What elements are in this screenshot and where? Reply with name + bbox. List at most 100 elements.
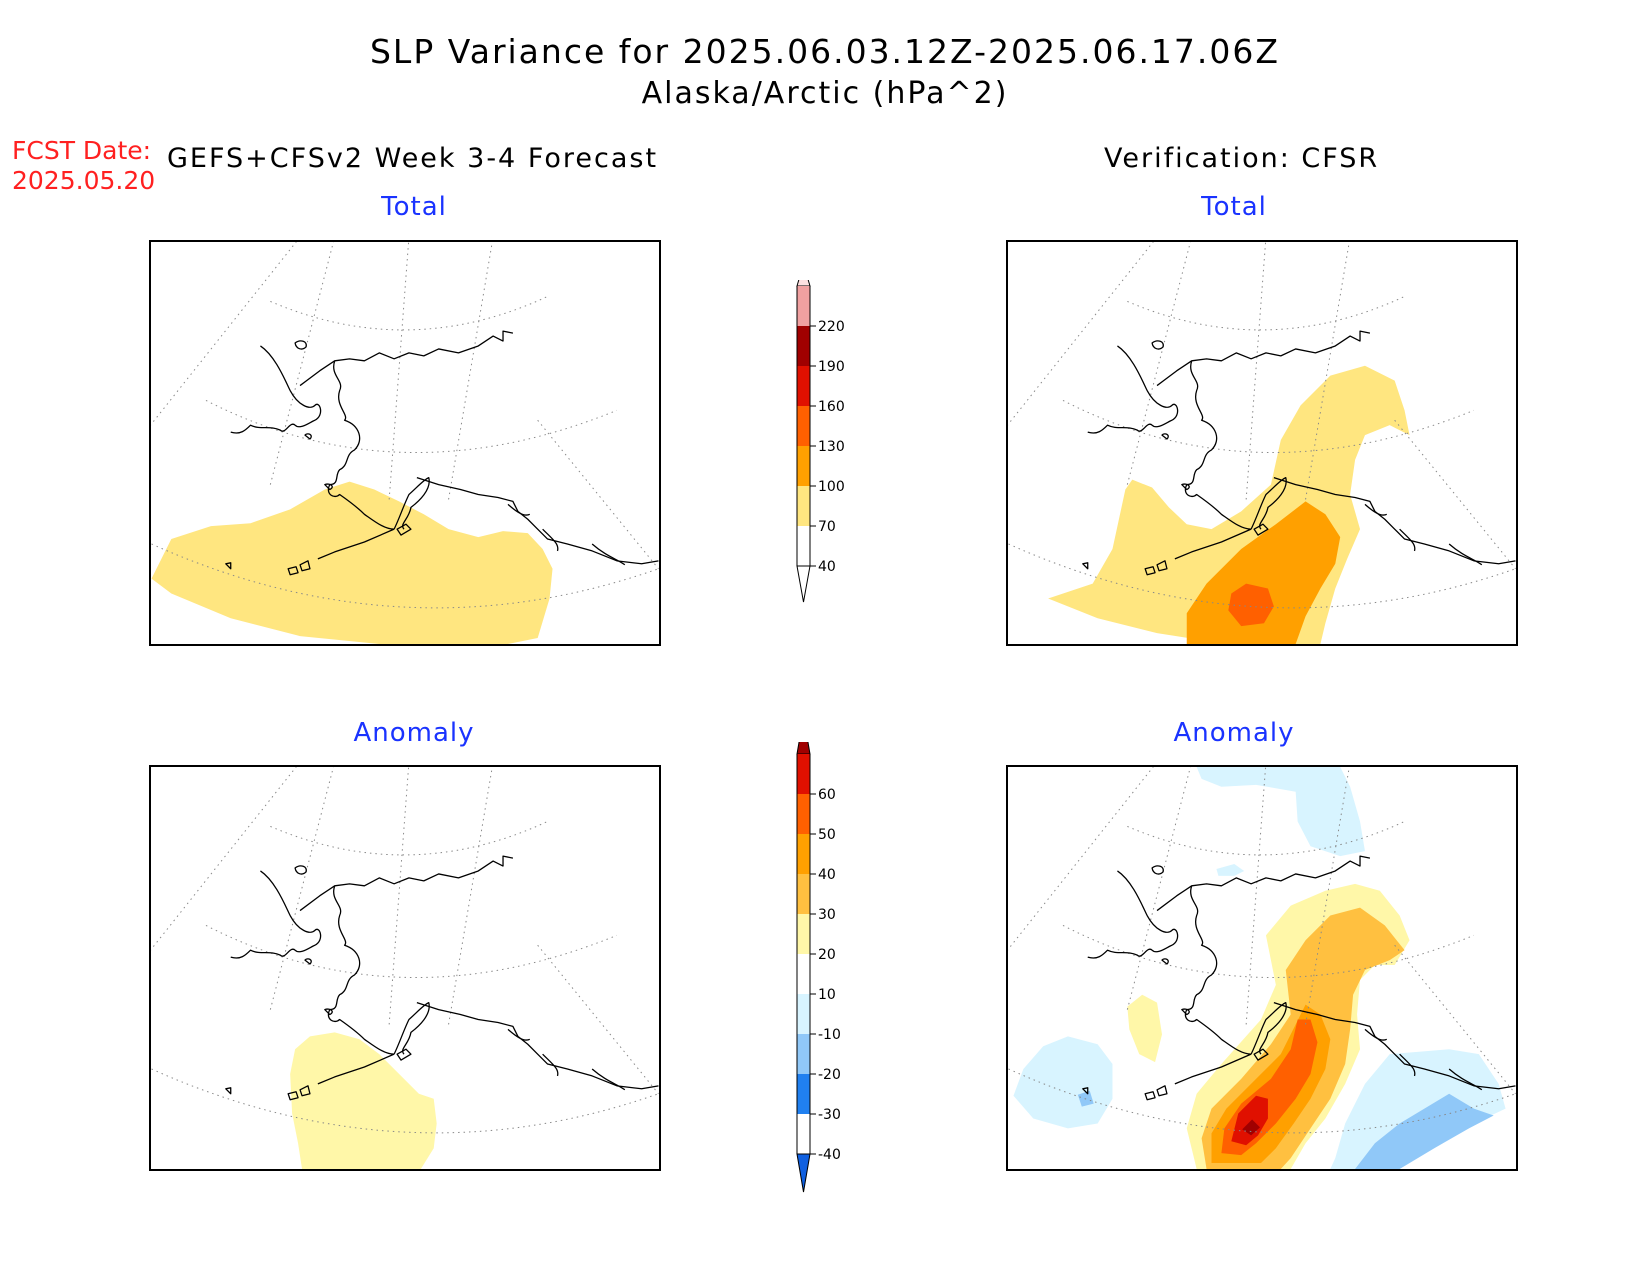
coastline-segment: [304, 958, 312, 965]
coastline: [1082, 855, 1516, 1101]
grid-line: [448, 242, 493, 500]
anomaly-minus10-minus20-shading-east: [1330, 1049, 1506, 1169]
colorbar-swatch: [797, 914, 810, 954]
coastline-segment: [294, 340, 307, 350]
coastline-segment: [1156, 1085, 1168, 1097]
chart-subtitle: Alaska/Arctic (hPa^2): [641, 76, 1009, 111]
coastline-segment: [1250, 477, 1287, 530]
anomaly-minus10-minus20-shading-north: [1196, 767, 1365, 857]
coastline-segment: [1253, 523, 1269, 536]
forecast-total-map-canvas: [151, 242, 659, 644]
chart-title: SLP Variance for 2025.06.03.12Z-2025.06.…: [369, 32, 1281, 71]
coastline-segment: [416, 1002, 659, 1090]
colorbar-end-triangle: [796, 1153, 811, 1193]
grid-line: [1008, 543, 1516, 609]
coastline-segment: [225, 562, 232, 570]
coastline-segment: [1250, 1002, 1287, 1055]
colorbar-swatch: [797, 1034, 810, 1074]
colorbar-swatch: [797, 874, 810, 914]
coastline-segment: [1184, 885, 1252, 1055]
verification-total-map-canvas: [1008, 242, 1516, 644]
total-colorbar: 40 70 100 130 160 190 220: [780, 262, 870, 624]
coastline-segment: [299, 330, 514, 387]
colorbar-tick-label: 60: [818, 787, 836, 803]
coastline-segment: [1156, 330, 1371, 387]
colorbar-tick-label: -30: [818, 1107, 841, 1123]
grid-line: [537, 419, 659, 570]
coastline-segment: [1151, 340, 1164, 350]
colorbar-swatch: [797, 366, 810, 406]
grid-line: [388, 767, 410, 1025]
coastline-segment: [507, 503, 626, 566]
grid-line: [269, 242, 334, 485]
grid-line: [1127, 821, 1405, 856]
coastline-segment: [230, 345, 322, 434]
forecast-anomaly-map-canvas: [151, 767, 659, 1169]
coastline-segment: [324, 483, 333, 491]
verification-total-map: [1006, 240, 1518, 646]
anomaly-colorbar-canvas: -40 -30 -20 -10 10 20 30 40 50 60: [796, 715, 841, 1193]
anomaly-10-20-shading: [290, 1032, 437, 1169]
anomaly-minus20-minus30-shading-east: [1355, 1093, 1494, 1169]
coastline-segment: [327, 885, 395, 1055]
grid-line: [269, 767, 334, 1010]
grid-line: [205, 924, 618, 979]
colorbar-swatch: [797, 994, 810, 1034]
variance-100-130-shading: [1228, 583, 1274, 627]
coastline-segment: [299, 560, 311, 572]
anomaly-minus10-minus20-shading-west: [1013, 1036, 1113, 1129]
coastline-segment: [1087, 870, 1179, 959]
verification-column-header: Verification: CFSR: [1104, 143, 1380, 174]
colorbar-tick-label: 160: [818, 399, 845, 415]
coastline-segment: [416, 477, 659, 565]
colorbar-swatch: [797, 406, 810, 446]
grid-line: [537, 944, 659, 1095]
lat-lon-grid: [151, 242, 659, 609]
colorbar-tick-label: 30: [818, 907, 836, 923]
coastline-segment: [1156, 855, 1371, 912]
coastline-segment: [507, 1028, 626, 1091]
total-colorbar-canvas: 40 70 100 130 160 190 220: [796, 262, 845, 603]
coastline-segment: [1144, 566, 1156, 576]
coastline-segment: [1174, 528, 1252, 560]
coastline-segment: [317, 1053, 395, 1085]
colorbar-tick-label: 40: [818, 867, 836, 883]
colorbar-tick-label: -20: [818, 1067, 841, 1083]
coastline-segment: [327, 360, 395, 530]
colorbar-tick-label: 20: [818, 947, 836, 963]
coastline-segment: [1181, 1008, 1190, 1016]
forecast-total-title: Total: [381, 192, 447, 222]
verification-anomaly-title: Anomaly: [1173, 718, 1295, 748]
colorbar-tick-label: -10: [818, 1027, 841, 1043]
colorbar-tick-label: 40: [818, 559, 836, 575]
grid-line: [1008, 1068, 1516, 1134]
colorbar-tick-label: 130: [818, 439, 845, 455]
colorbar-swatch: [797, 486, 810, 526]
coastline-segment: [1364, 503, 1483, 566]
coastline-segment: [1273, 477, 1516, 565]
forecast-total-map: [149, 240, 661, 646]
verification-anomaly-map: [1006, 765, 1518, 1171]
lat-lon-grid: [1008, 242, 1516, 609]
coastline-segment: [1082, 562, 1089, 570]
colorbar-swatch: [797, 1074, 810, 1114]
colorbar-swatch: [797, 794, 810, 834]
verification-anomaly-map-canvas: [1008, 767, 1516, 1169]
grid-line: [1008, 767, 1154, 951]
grid-line: [1394, 419, 1516, 570]
colorbar-swatch: [797, 326, 810, 366]
forecast-date-value: 2025.05.20: [12, 166, 156, 195]
colorbar-swatch: [797, 834, 810, 874]
colorbar-tick-label: 10: [818, 987, 836, 1003]
coastline-segment: [393, 477, 430, 530]
grid-line: [151, 767, 297, 951]
colorbar-end-triangle: [796, 715, 811, 755]
grid-line: [151, 242, 297, 426]
colorbar-swatch: [797, 754, 810, 794]
colorbar-tick-label: 190: [818, 359, 845, 375]
forecast-date-label: FCST Date:: [12, 136, 152, 165]
coastline-segment: [230, 870, 322, 959]
grid-line: [270, 821, 548, 856]
coastline-segment: [1151, 865, 1164, 875]
colorbar-tick-label: 70: [818, 519, 836, 535]
